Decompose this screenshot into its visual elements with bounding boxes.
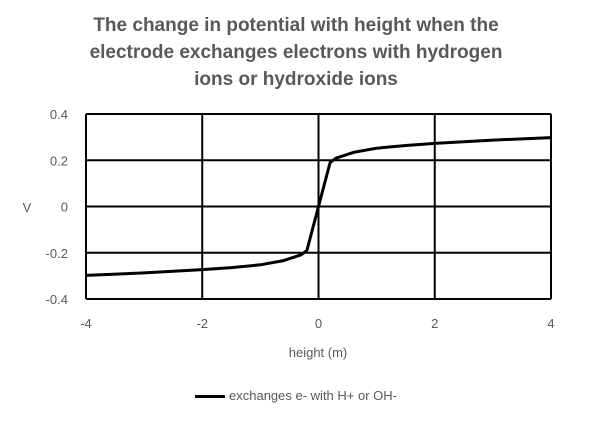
x-tick-label: -4 — [80, 316, 92, 331]
x-tick-label: -2 — [196, 316, 208, 331]
y-axis-label: V — [23, 200, 32, 215]
y-tick-label: 0.4 — [50, 107, 68, 122]
y-tick-label: -0.4 — [46, 292, 68, 307]
chart-title: The change in potential with height when… — [40, 12, 552, 93]
series-group — [85, 136, 552, 277]
legend-entry-label: exchanges e- with H+ or OH- — [229, 388, 397, 403]
legend-line-swatch — [195, 395, 225, 399]
x-tick-label: 0 — [315, 316, 322, 331]
chart-title-line-3: ions or hydroxide ions — [194, 69, 398, 90]
y-tick-label: -0.2 — [46, 246, 68, 261]
y-tick-label: 0 — [61, 200, 68, 215]
y-tick-labels: 0.4 0.2 0 -0.2 -0.4 — [46, 107, 68, 307]
series-line-0 — [85, 136, 552, 277]
x-tick-label: 2 — [431, 316, 438, 331]
x-axis-label: height (m) — [289, 345, 348, 360]
x-tick-label: 4 — [547, 316, 554, 331]
line-chart: 0.4 0.2 0 -0.2 -0.4 -4 -2 0 2 4 V height (m) — [23, 107, 555, 360]
chart-title-line-2: electrode exchanges electrons with hydro… — [89, 42, 503, 63]
legend: exchanges e- with H+ or OH- — [0, 388, 592, 403]
chart-title-line-1: The change in potential with height when… — [93, 15, 499, 36]
y-tick-label: 0.2 — [50, 153, 68, 168]
x-tick-labels: -4 -2 0 2 4 — [80, 316, 554, 331]
